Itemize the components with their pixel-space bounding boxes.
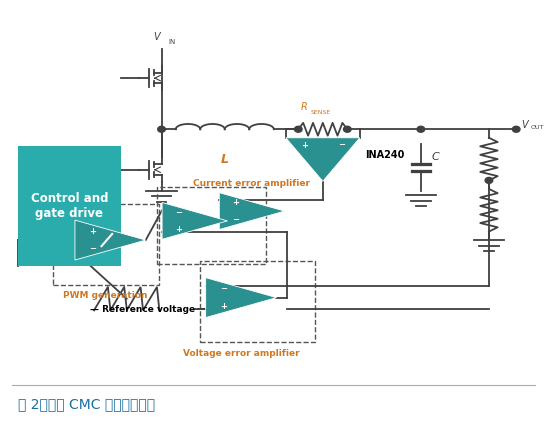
- Text: −: −: [175, 208, 182, 217]
- Circle shape: [485, 178, 493, 183]
- Text: Current error amplifier: Current error amplifier: [193, 179, 311, 188]
- Circle shape: [344, 126, 351, 132]
- Circle shape: [512, 126, 520, 132]
- Circle shape: [158, 126, 165, 132]
- Text: −: −: [232, 215, 239, 224]
- Text: −: −: [338, 141, 345, 150]
- Text: V: V: [153, 33, 159, 42]
- Polygon shape: [219, 193, 285, 230]
- Text: — Reference voltage: — Reference voltage: [89, 305, 195, 314]
- Circle shape: [294, 126, 302, 132]
- Text: SENSE: SENSE: [311, 110, 331, 115]
- FancyBboxPatch shape: [18, 146, 121, 266]
- Polygon shape: [285, 138, 360, 181]
- Text: +: +: [175, 224, 182, 233]
- Circle shape: [417, 126, 425, 132]
- Polygon shape: [162, 202, 227, 239]
- Text: +: +: [232, 198, 239, 207]
- Text: INA240: INA240: [365, 150, 405, 160]
- Text: OUT: OUT: [531, 125, 544, 130]
- Text: L: L: [221, 153, 229, 166]
- Text: R: R: [301, 102, 308, 112]
- Text: −: −: [220, 284, 227, 293]
- Text: Control and
gate drive: Control and gate drive: [31, 192, 108, 220]
- Text: IN: IN: [168, 39, 175, 45]
- Text: V: V: [522, 120, 528, 130]
- Text: −: −: [89, 245, 96, 254]
- Text: +: +: [220, 302, 227, 311]
- Text: +: +: [301, 141, 308, 150]
- Polygon shape: [75, 220, 145, 260]
- Text: Voltage error amplifier: Voltage error amplifier: [183, 349, 299, 358]
- Text: 图 2：平均 CMC 电路的方框图: 图 2：平均 CMC 电路的方框图: [18, 397, 155, 411]
- Text: +: +: [89, 227, 96, 236]
- Text: C: C: [432, 152, 440, 162]
- Polygon shape: [206, 278, 277, 317]
- Text: PWM generation: PWM generation: [63, 291, 147, 300]
